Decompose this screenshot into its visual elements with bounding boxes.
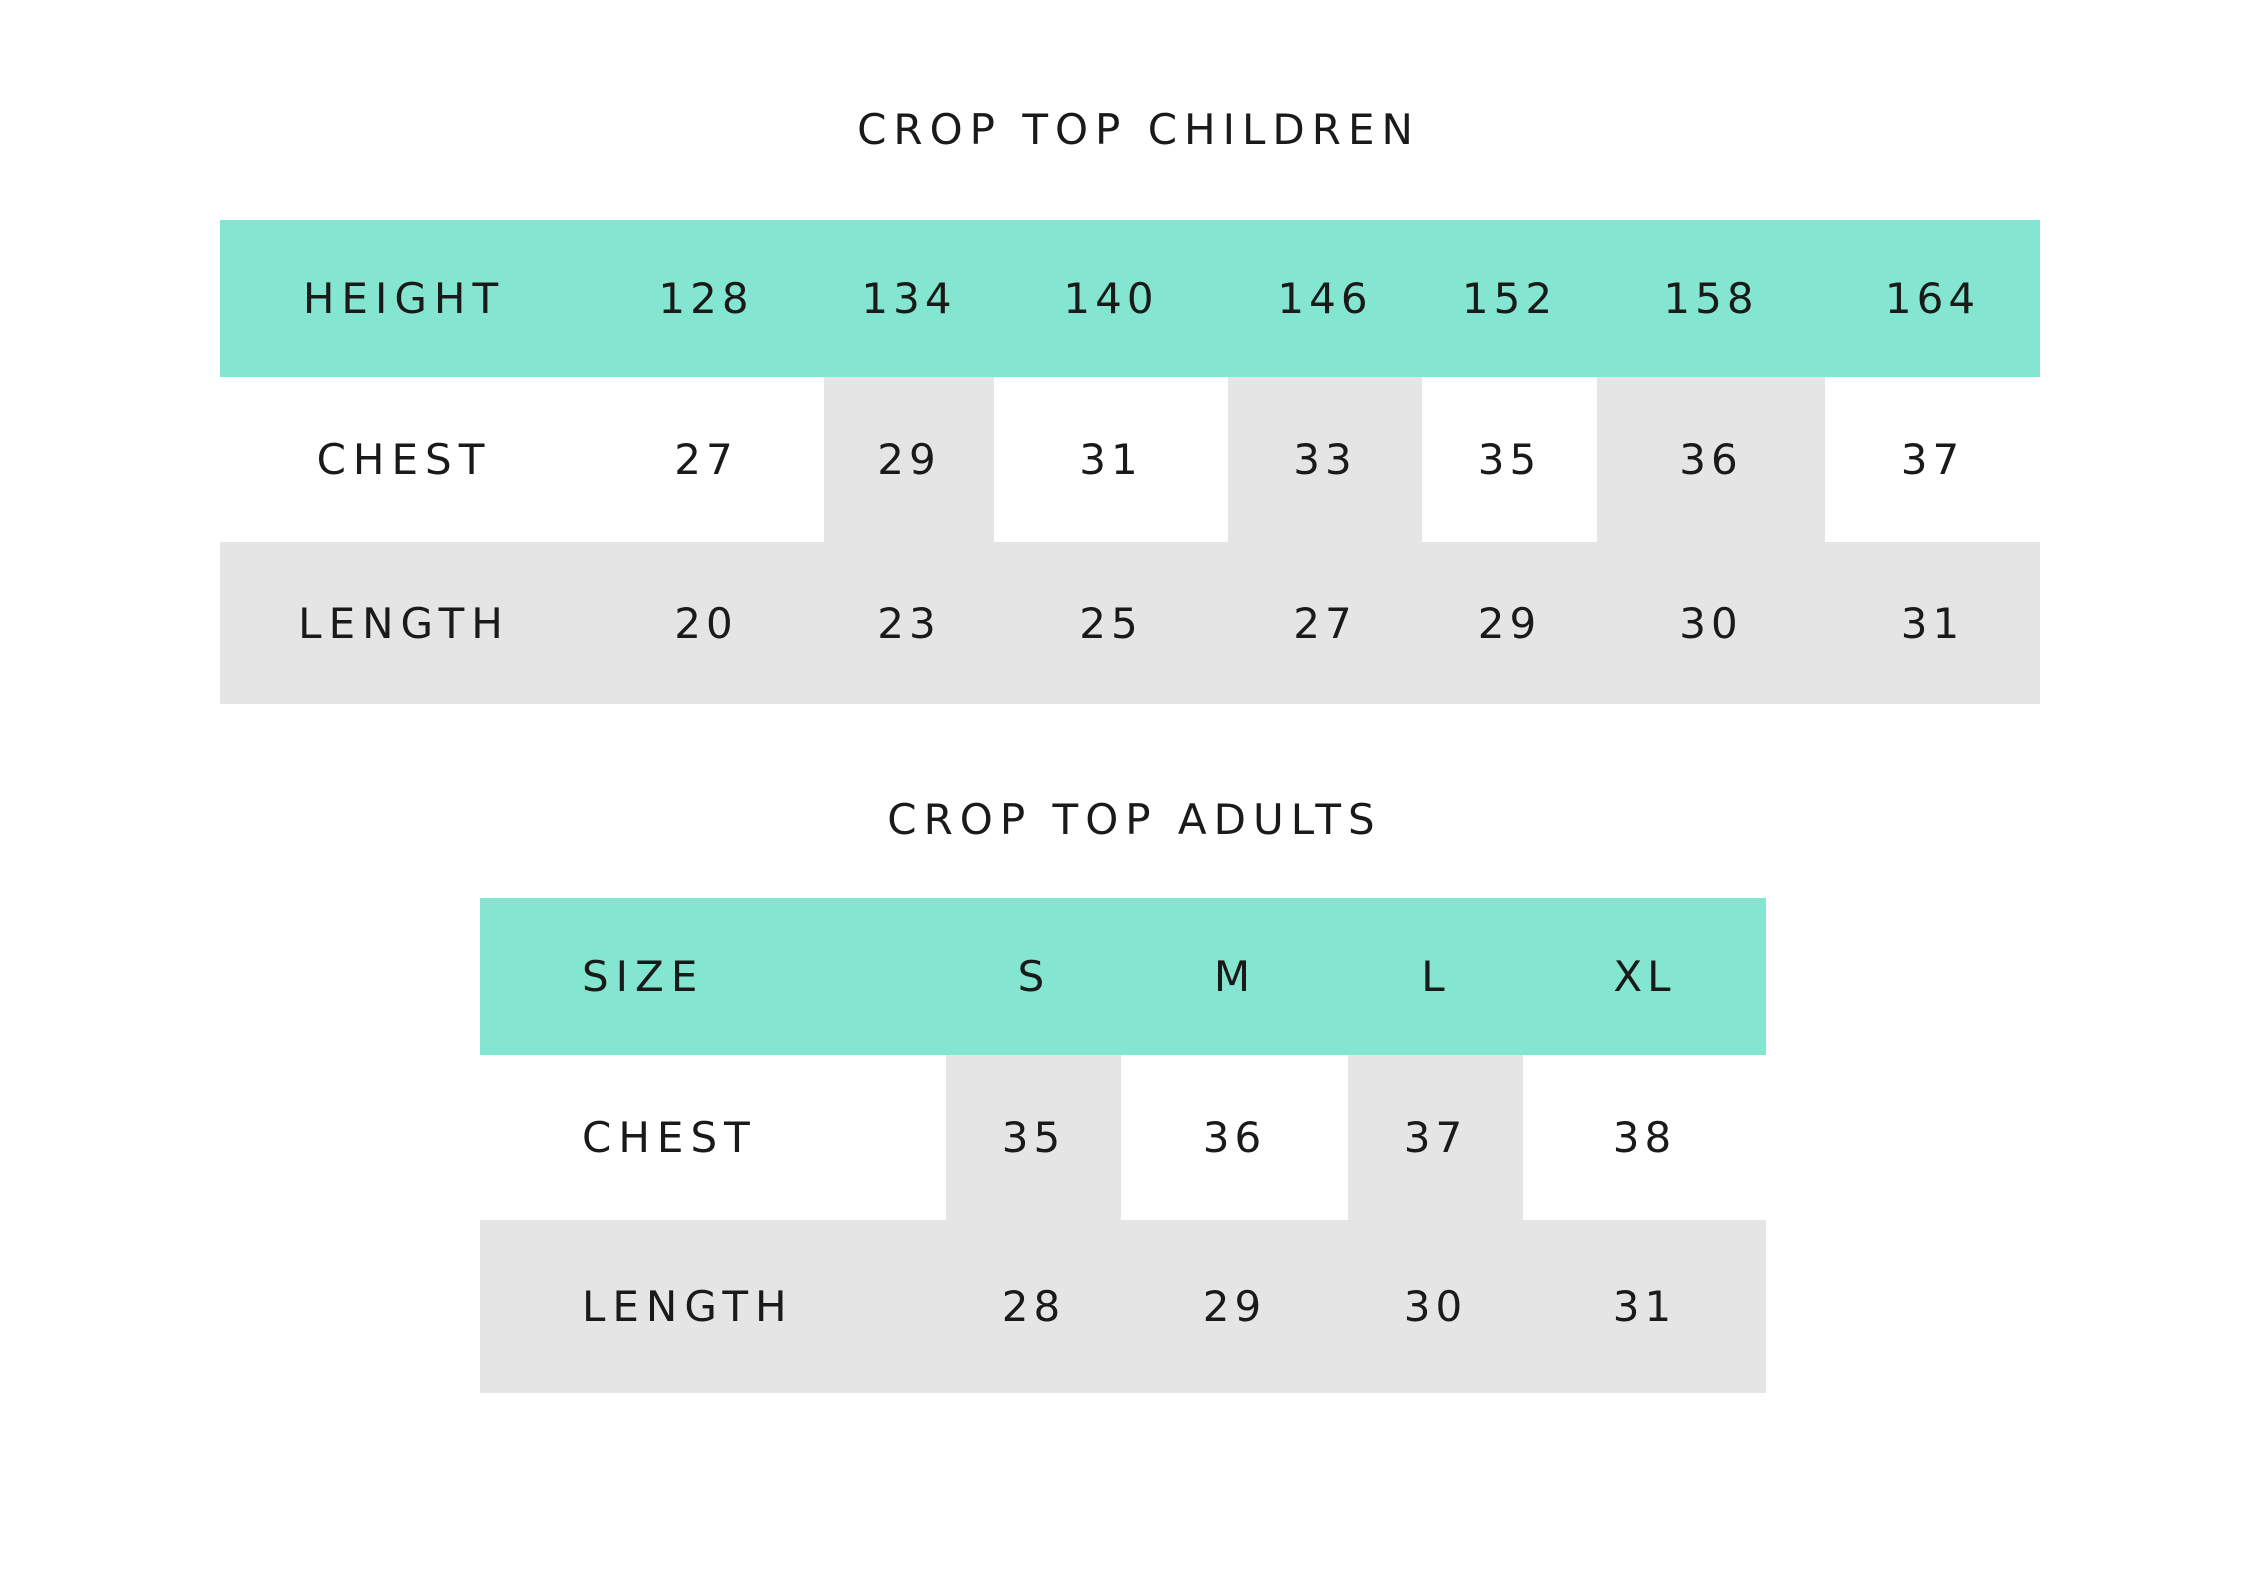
chest-cell: 36 [1121,1055,1348,1220]
length-cell: 28 [946,1220,1121,1393]
height-header-cell: 158 [1597,220,1825,377]
length-row-label: LENGTH [220,542,588,704]
height-header-cell: 146 [1228,220,1422,377]
chest-cell: 35 [946,1055,1121,1220]
length-cell: 29 [1121,1220,1348,1393]
size-header-label: SIZE [480,898,946,1055]
length-cell: 23 [824,542,994,704]
length-cell: 30 [1597,542,1825,704]
chest-cell: 37 [1825,377,2040,542]
chest-row-label: CHEST [220,377,588,542]
size-header-cell: XL [1523,898,1766,1055]
length-cell: 31 [1523,1220,1766,1393]
size-header-cell: M [1121,898,1348,1055]
size-header-cell: L [1348,898,1523,1055]
chest-cell: 36 [1597,377,1825,542]
length-cell: 29 [1422,542,1597,704]
chest-cell: 35 [1422,377,1597,542]
size-header-cell: S [946,898,1121,1055]
height-header-cell: 164 [1825,220,2040,377]
children-table-title: CROP TOP CHILDREN [857,105,1420,154]
chest-row-label: CHEST [480,1055,946,1220]
height-header-cell: 140 [994,220,1228,377]
children-size-table: HEIGHT 128 134 140 146 152 158 164 CHEST… [220,220,2040,704]
adults-table-title: CROP TOP ADULTS [887,795,1382,844]
adults-size-table: SIZE S M L XL CHEST 35 36 37 38 LENGTH 2… [480,898,1766,1393]
length-row-label: LENGTH [480,1220,946,1393]
length-cell: 30 [1348,1220,1523,1393]
chest-cell: 33 [1228,377,1422,542]
length-cell: 25 [994,542,1228,704]
chest-cell: 38 [1523,1055,1766,1220]
height-header-cell: 128 [588,220,824,377]
chest-cell: 31 [994,377,1228,542]
length-cell: 27 [1228,542,1422,704]
height-header-label: HEIGHT [220,220,588,377]
length-cell: 20 [588,542,824,704]
chest-cell: 37 [1348,1055,1523,1220]
height-header-cell: 134 [824,220,994,377]
length-cell: 31 [1825,542,2040,704]
height-header-cell: 152 [1422,220,1597,377]
chest-cell: 27 [588,377,824,542]
chest-cell: 29 [824,377,994,542]
